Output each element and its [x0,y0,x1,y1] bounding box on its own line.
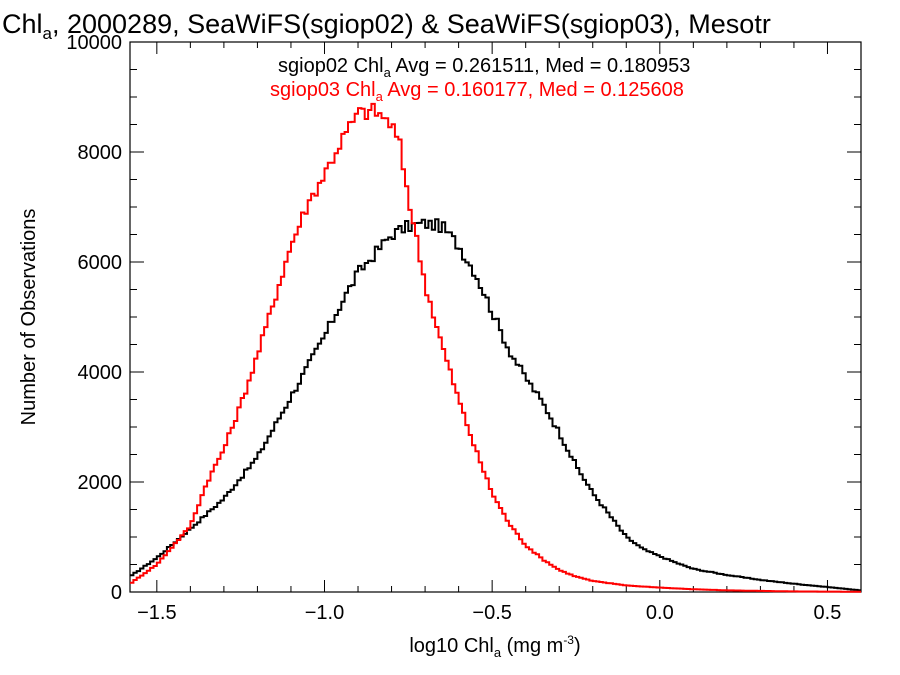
chart-title-rest: , 2000289, SeaWiFS(sgiop02) & SeaWiFS(sg… [52,9,771,39]
y-tick-label: 10000 [66,32,122,54]
y-axis-label: Number of Observations [18,209,40,426]
x-tick-label: 0.0 [646,602,674,624]
legend-sgiop03-subscript: a [376,89,384,104]
axes-ticks: −1.5 −1.0 −0.5 0.0 0.5 0 2000 4000 6000 8000 10000 [66,32,862,624]
y-tick-label: 8000 [78,142,123,164]
legend-sgiop03-rest: Avg = 0.160177, Med = 0.125608 [383,79,684,101]
legend-sgiop02-rest: Avg = 0.261511, Med = 0.180953 [391,55,691,77]
legend-entry-sgiop03: sgiop03 Chla Avg = 0.160177, Med = 0.125… [270,79,684,104]
chart-title-subscript: a [43,24,53,43]
y-tick-label: 6000 [78,252,123,274]
y-tick-label: 2000 [78,472,123,494]
chart-title-chl: Chl [2,9,43,39]
series-line-sgiop03 [130,102,861,593]
x-axis-label-superscript: -3 [563,633,574,647]
legend-sgiop02-subscript: a [384,65,392,80]
x-axis-label-units: (mg m [501,635,563,657]
x-axis-label-close: ) [574,635,581,657]
legend-sgiop02-chl: sgiop02 Chl [278,55,384,77]
x-tick-label: −1.5 [137,602,176,624]
legend-sgiop03-chl: sgiop03 Chl [270,79,376,101]
legend-entry-sgiop02: sgiop02 Chla Avg = 0.261511, Med = 0.180… [278,55,690,80]
x-axis-label-main: log10 Chl [409,635,494,657]
x-axis-label: log10 Chla (mg m-3) [409,633,580,660]
chart-title: Chla, 2000289, SeaWiFS(sgiop02) & SeaWiF… [2,9,771,43]
x-tick-label: −1.0 [305,602,344,624]
series-lines [130,102,861,593]
series-line-sgiop02 [130,218,861,592]
x-tick-label: −0.5 [472,602,511,624]
y-tick-label: 4000 [78,362,123,384]
x-axis-label-subscript: a [494,645,502,660]
y-tick-label: 0 [111,582,122,604]
x-tick-label: 0.5 [814,602,842,624]
